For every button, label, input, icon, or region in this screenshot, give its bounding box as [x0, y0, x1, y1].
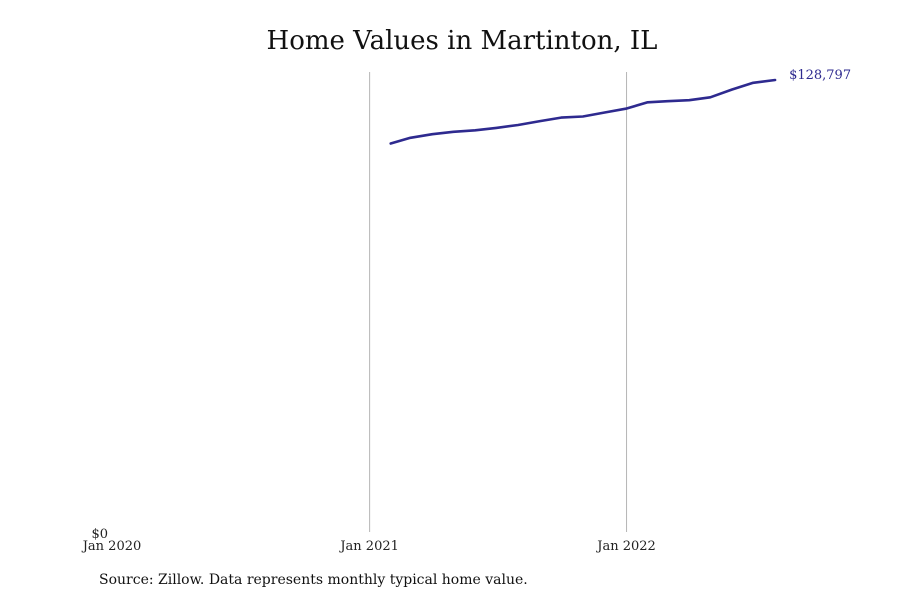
- x-tick-label: Jan 2022: [595, 539, 656, 554]
- gridlines: [369, 72, 628, 532]
- axis-ticks: Jan 2020 Jan 2021 Jan 2022 $0: [81, 527, 656, 554]
- x-tick-label: Jan 2021: [338, 539, 399, 554]
- x-tick-label: Jan 2020: [81, 539, 142, 554]
- series-end-label: $128,797: [789, 68, 851, 83]
- y-tick-label: $0: [91, 527, 108, 542]
- chart-title: Home Values in Martinton, IL: [266, 26, 658, 56]
- series-line: [389, 78, 777, 145]
- series-layer: $128,797: [389, 68, 851, 145]
- source-note: Source: Zillow. Data represents monthly …: [99, 572, 528, 588]
